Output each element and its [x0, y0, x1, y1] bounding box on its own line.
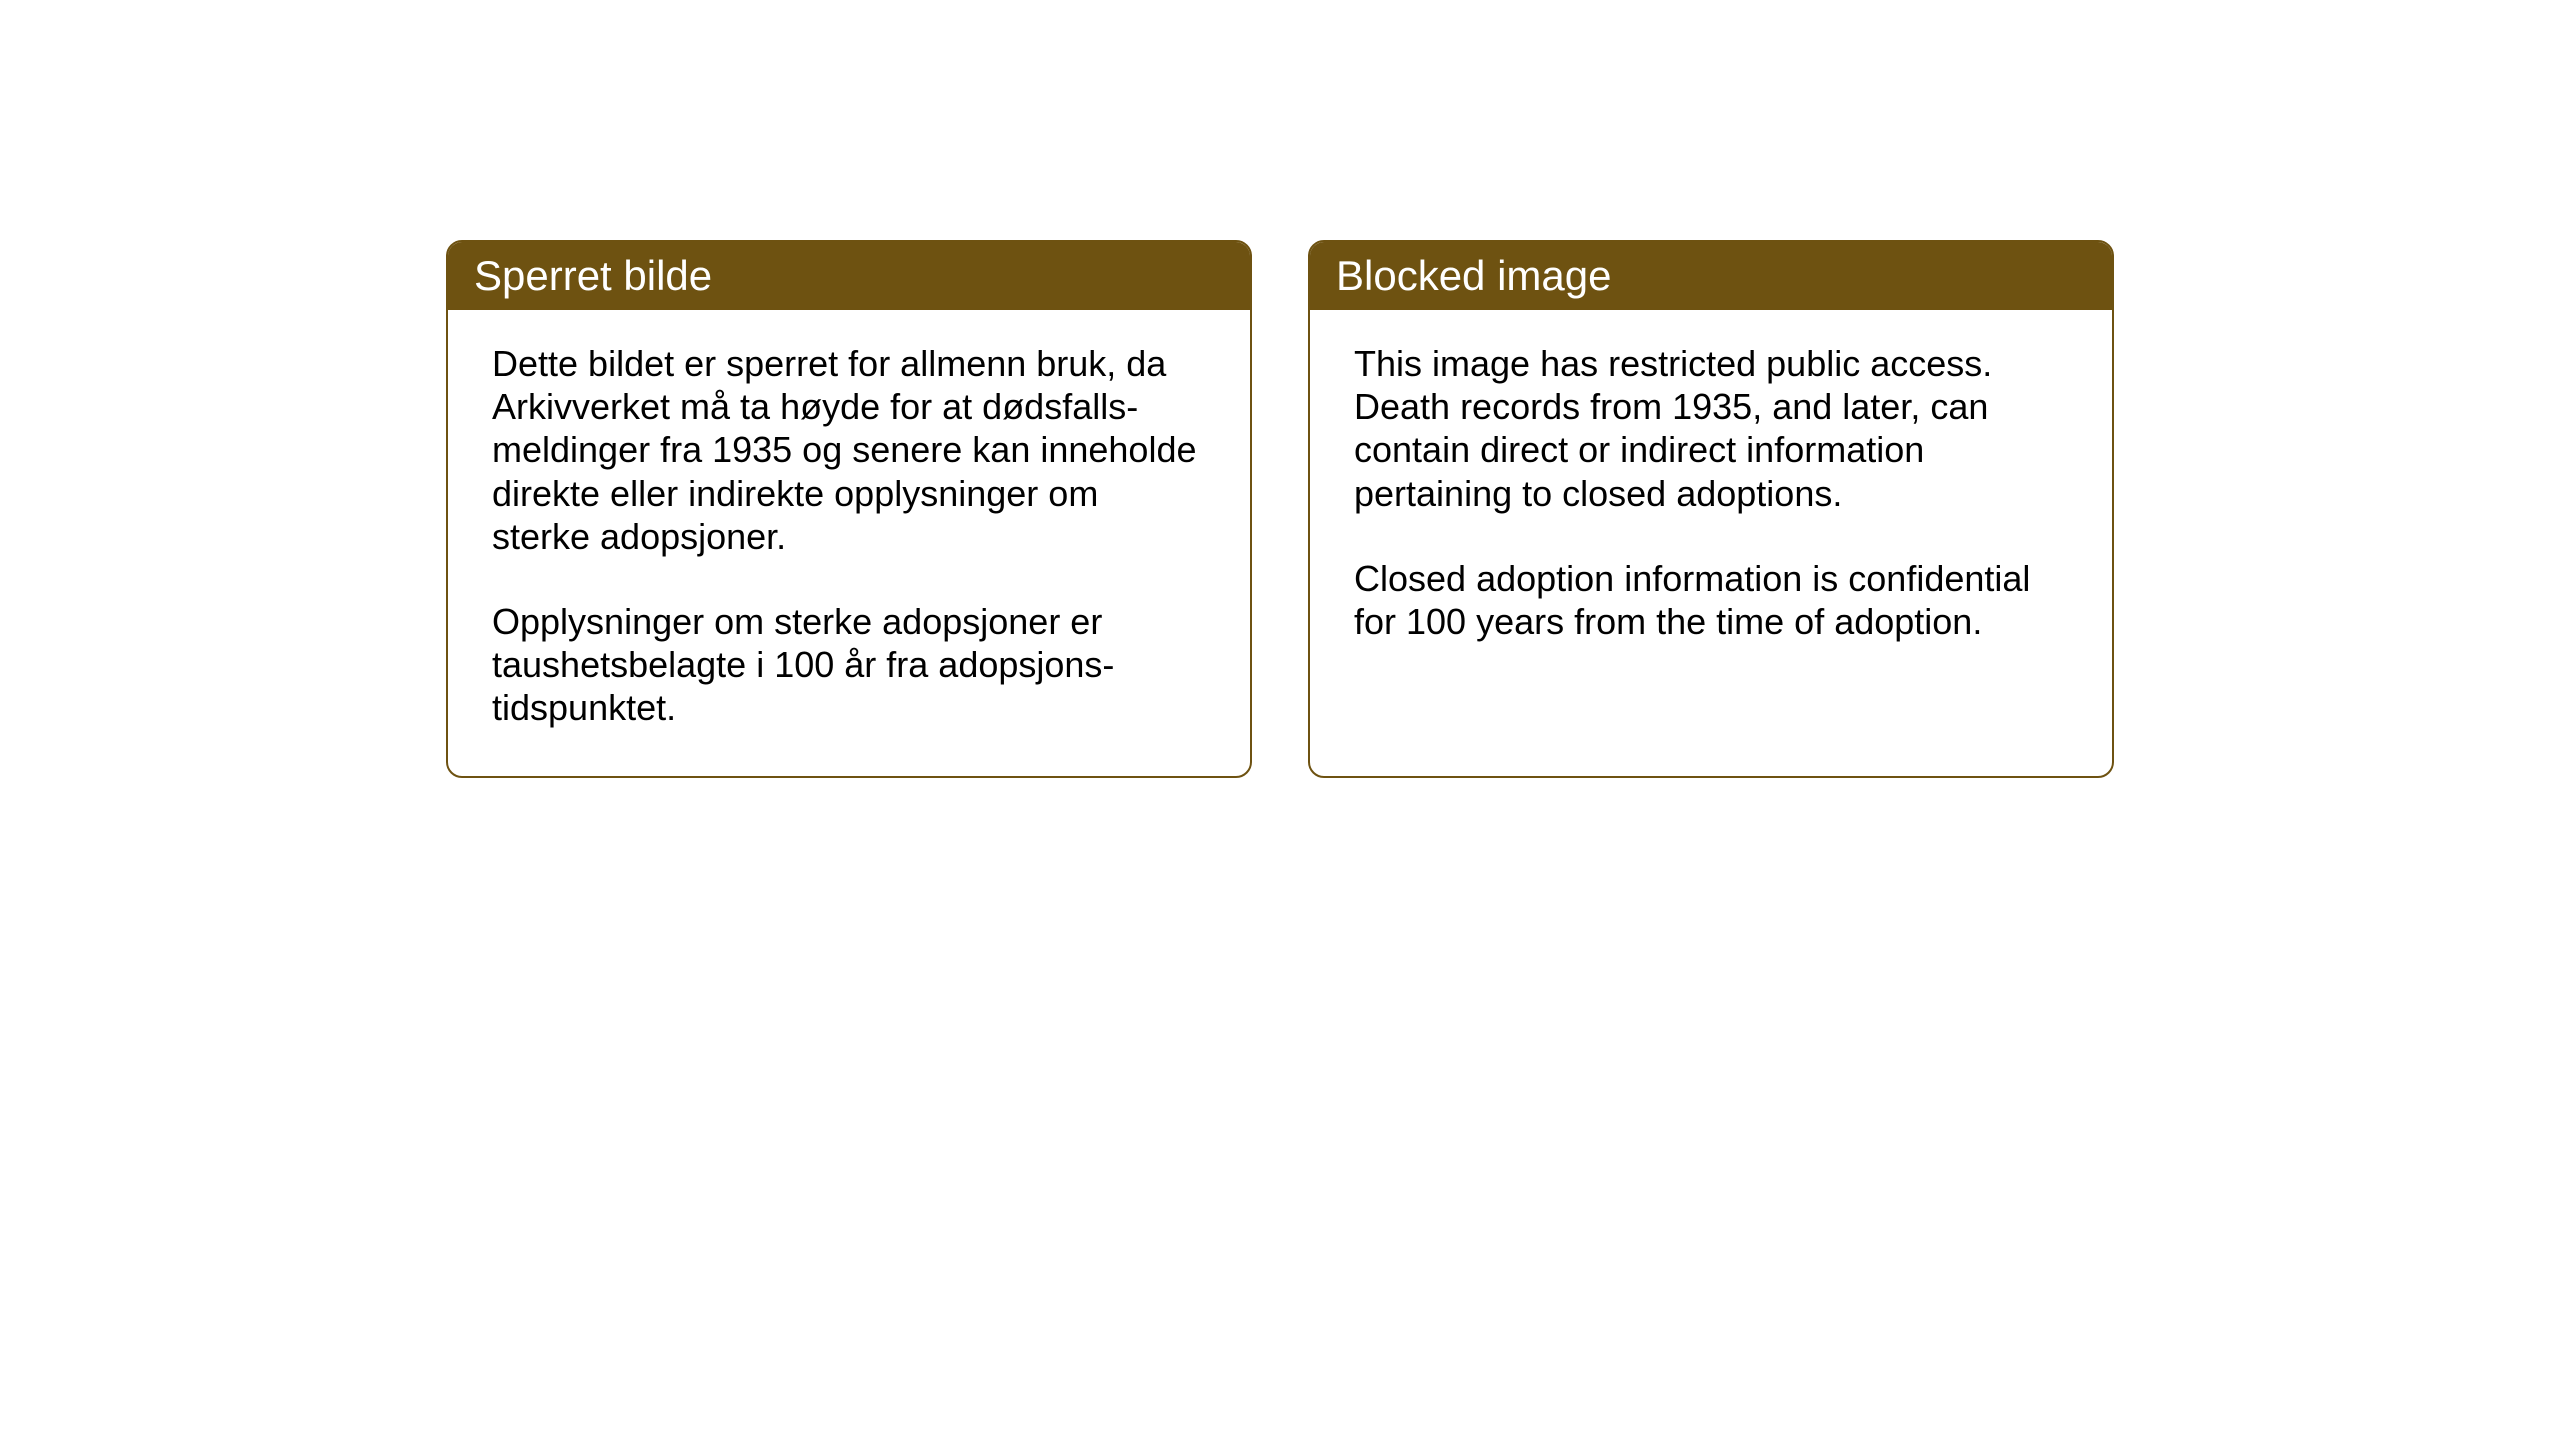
english-card-title: Blocked image: [1336, 252, 1611, 299]
english-paragraph-1: This image has restricted public access.…: [1354, 342, 2068, 515]
norwegian-paragraph-1: Dette bildet er sperret for allmenn bruk…: [492, 342, 1206, 558]
norwegian-card-header: Sperret bilde: [448, 242, 1250, 310]
english-card-header: Blocked image: [1310, 242, 2112, 310]
norwegian-card: Sperret bilde Dette bildet er sperret fo…: [446, 240, 1252, 778]
english-paragraph-2: Closed adoption information is confident…: [1354, 557, 2068, 643]
norwegian-paragraph-2: Opplysninger om sterke adopsjoner er tau…: [492, 600, 1206, 730]
norwegian-card-body: Dette bildet er sperret for allmenn bruk…: [448, 310, 1250, 776]
norwegian-card-title: Sperret bilde: [474, 252, 712, 299]
cards-container: Sperret bilde Dette bildet er sperret fo…: [446, 240, 2114, 778]
english-card: Blocked image This image has restricted …: [1308, 240, 2114, 778]
english-card-body: This image has restricted public access.…: [1310, 310, 2112, 689]
